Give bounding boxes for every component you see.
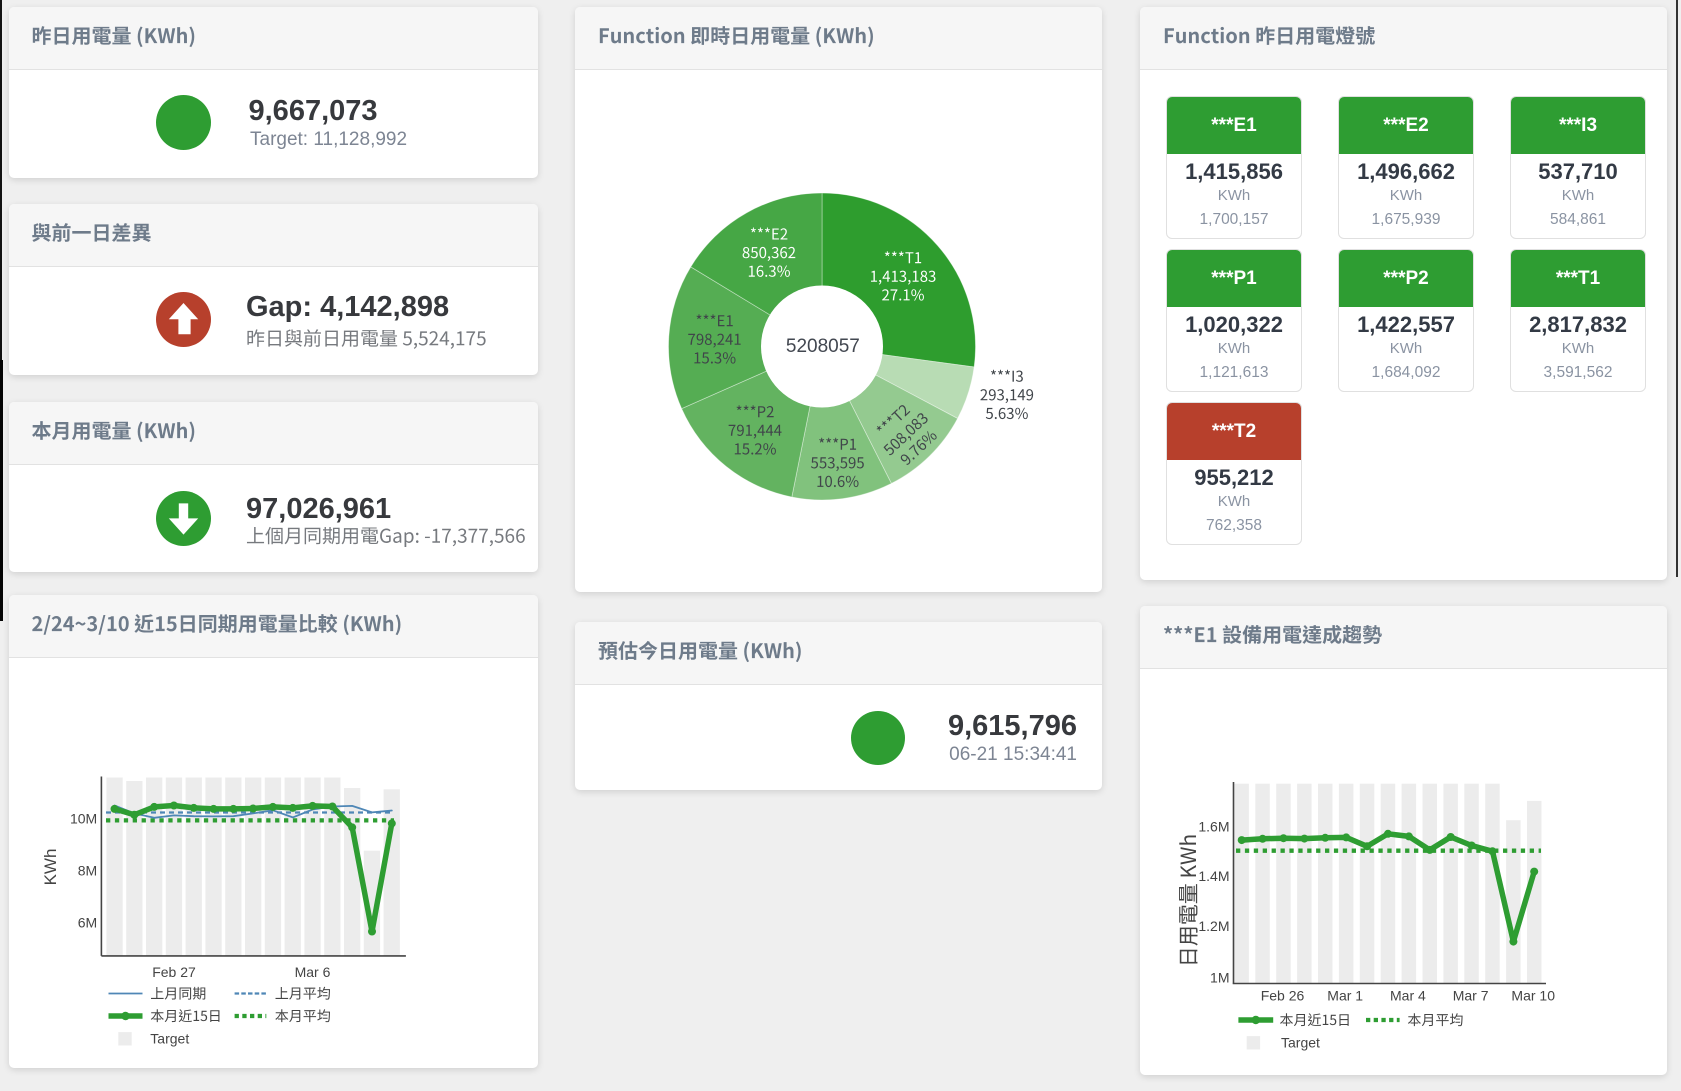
svg-text:1M: 1M <box>1210 969 1229 985</box>
svg-text:Mar 10: Mar 10 <box>1511 987 1555 1003</box>
svg-text:KWh: KWh <box>41 849 60 886</box>
svg-text:1.6M: 1.6M <box>1198 818 1229 834</box>
svg-text:Mar 4: Mar 4 <box>1390 987 1426 1003</box>
svg-text:Feb 27: Feb 27 <box>152 964 196 980</box>
svg-text:1.2M: 1.2M <box>1198 918 1229 934</box>
svg-text:10M: 10M <box>70 811 97 827</box>
svg-text:8M: 8M <box>78 862 97 878</box>
svg-text:Target: Target <box>150 1030 189 1046</box>
svg-text:Feb 26: Feb 26 <box>1261 987 1305 1003</box>
svg-text:Mar 7: Mar 7 <box>1453 987 1489 1003</box>
svg-text:6M: 6M <box>78 914 97 930</box>
svg-text:Target: Target <box>1281 1034 1320 1050</box>
svg-text:1.4M: 1.4M <box>1198 868 1229 884</box>
svg-text:Mar 1: Mar 1 <box>1327 987 1363 1003</box>
svg-text:Mar 6: Mar 6 <box>295 964 331 980</box>
